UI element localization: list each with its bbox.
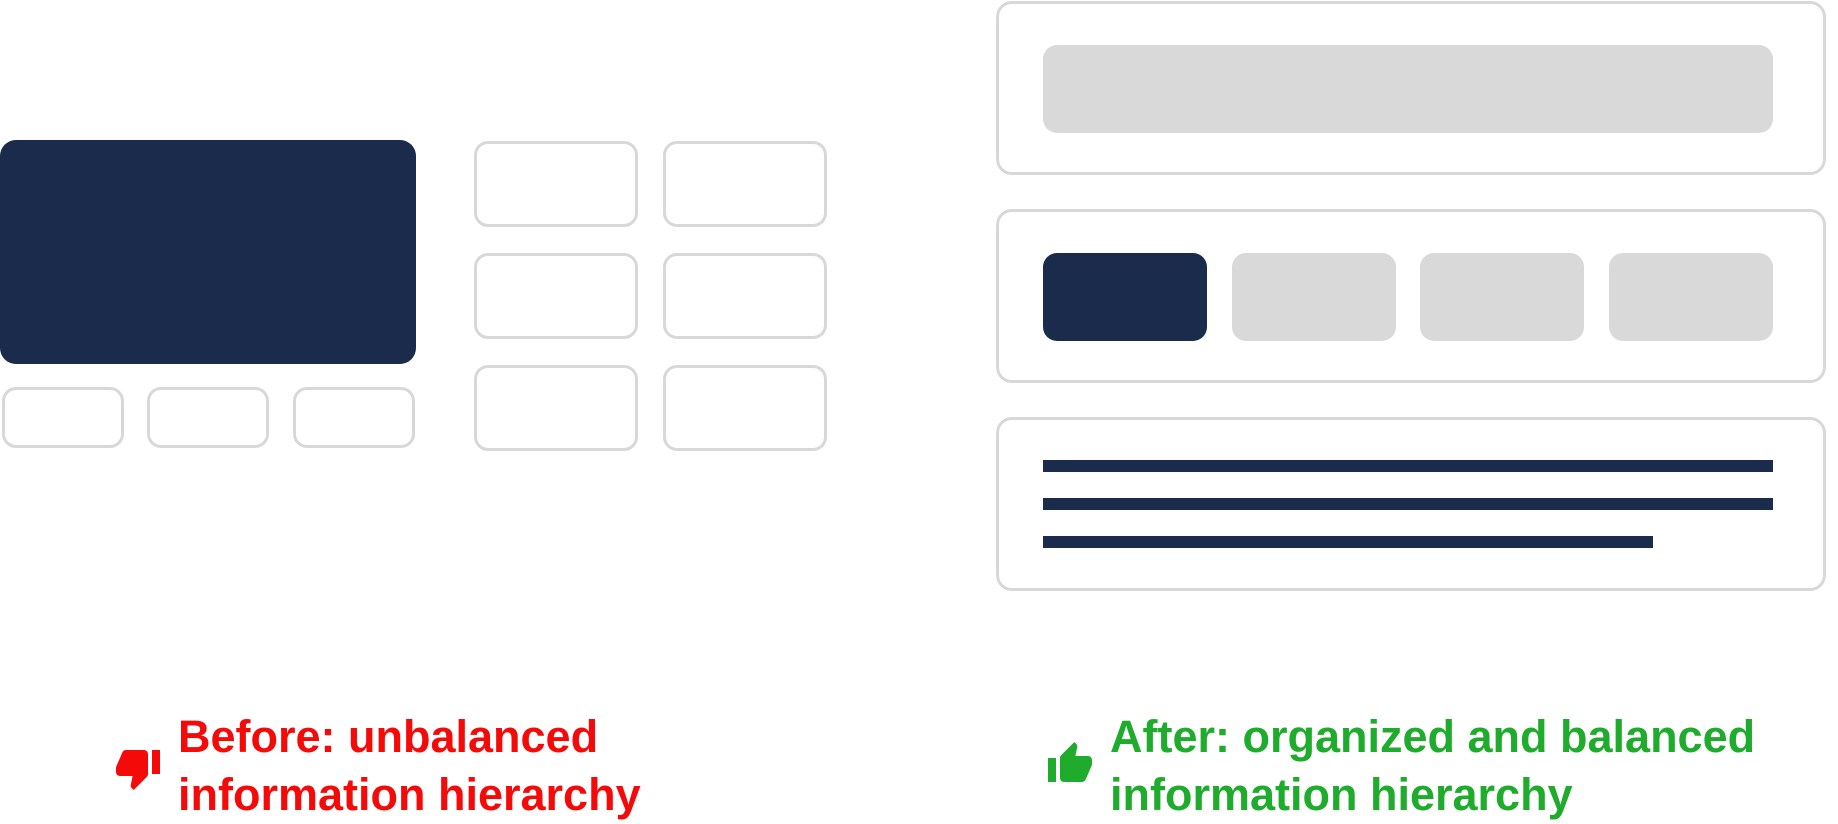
after-tile-2 xyxy=(1232,253,1396,341)
before-small-box-2 xyxy=(147,387,269,448)
before-grid-box-2 xyxy=(663,141,827,227)
before-grid-box-6 xyxy=(663,365,827,451)
after-caption-line-2: information hierarchy xyxy=(1110,769,1573,820)
before-caption: Before: unbalanced information hierarchy xyxy=(178,708,641,824)
after-text-line-2 xyxy=(1043,498,1773,510)
after-text-line-3 xyxy=(1043,536,1653,548)
before-grid-box-5 xyxy=(474,365,638,451)
after-caption-line-1: After: organized and balanced xyxy=(1110,711,1756,762)
before-grid-box-1 xyxy=(474,141,638,227)
before-caption-line-2: information hierarchy xyxy=(178,769,641,820)
after-tile-4 xyxy=(1609,253,1773,341)
before-small-box-3 xyxy=(293,387,415,448)
before-caption-line-1: Before: unbalanced xyxy=(178,711,599,762)
after-tiles-panel xyxy=(996,209,1826,383)
after-tile-active xyxy=(1043,253,1207,341)
after-header-bar xyxy=(1043,45,1773,133)
after-header-panel xyxy=(996,1,1826,175)
before-small-box-1 xyxy=(2,387,124,448)
after-text-panel xyxy=(996,417,1826,591)
thumbs-down-icon xyxy=(116,750,160,790)
before-dominant-block xyxy=(0,140,416,364)
after-text-line-1 xyxy=(1043,460,1773,472)
after-layout xyxy=(990,0,1838,600)
thumbs-up-icon xyxy=(1048,742,1092,782)
after-caption: After: organized and balanced informatio… xyxy=(1110,708,1755,824)
before-grid-box-3 xyxy=(474,253,638,339)
before-grid-box-4 xyxy=(663,253,827,339)
before-layout xyxy=(0,0,840,560)
after-tile-3 xyxy=(1420,253,1584,341)
